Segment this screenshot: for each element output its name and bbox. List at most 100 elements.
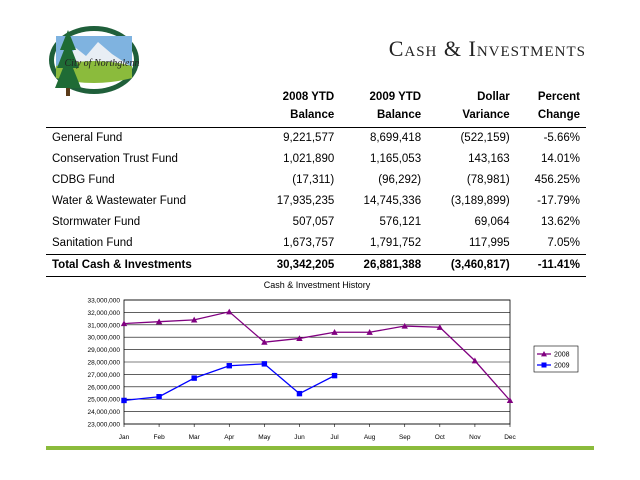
legend-label: 2008 xyxy=(554,352,570,359)
x-tick-label: Jan xyxy=(119,434,130,441)
table-row: Stormwater Fund 507,057 576,121 69,064 13.62… xyxy=(46,212,586,233)
total-value-cell: 26,881,388 xyxy=(340,254,428,277)
y-tick-label: 25,000,000 xyxy=(87,397,120,404)
fund-name-cell: Water & Wastewater Fund xyxy=(52,195,186,207)
financial-table: 2008 YTD Balance 2009 YTD Balance Dollar Vari… xyxy=(46,88,586,277)
data-point-2009 xyxy=(331,372,338,379)
data-point-2008 xyxy=(401,322,408,329)
y-tick-label: 27,000,000 xyxy=(87,372,120,379)
column-header xyxy=(46,88,254,128)
data-point-2008 xyxy=(296,335,303,342)
total-label-cell: Total Cash & Investments xyxy=(46,254,254,277)
x-tick-label: Feb xyxy=(153,434,165,441)
value-cell: (17,311) xyxy=(292,174,335,186)
x-tick-label: Mar xyxy=(189,434,201,441)
value-cell: 17,935,235 xyxy=(276,195,335,207)
cash-investment-history-chart: Cash & Investment History 23,000,000 24,00… xyxy=(87,280,579,441)
value-cell: 14.01% xyxy=(540,153,580,165)
column-header-line1: 2009 YTD xyxy=(369,91,422,103)
x-tick-label: Sep xyxy=(399,434,411,441)
y-tick-label: 28,000,000 xyxy=(87,360,120,367)
total-row: Total Cash & Investments 30,342,205 26,881… xyxy=(46,254,586,277)
table-row: Water & Wastewater Fund 17,935,235 14,745,… xyxy=(46,191,586,212)
column-header: Percent Change xyxy=(515,88,586,128)
fund-name-cell: Stormwater Fund xyxy=(52,216,141,228)
data-point-2008 xyxy=(190,316,198,323)
value-cell: 1,165,053 xyxy=(369,153,422,165)
value-cell: 9,221,577 xyxy=(283,132,335,144)
data-point-2009 xyxy=(156,394,162,400)
total-value-cell: (3,460,817) xyxy=(427,254,516,277)
value-cell: 1,673,757 xyxy=(283,237,335,249)
series-line-2008 xyxy=(123,311,511,401)
plot-area xyxy=(123,299,511,425)
table-row: Conservation Trust Fund 1,021,890 1,165,05… xyxy=(46,149,586,170)
value-cell: 143,163 xyxy=(468,153,510,165)
value-cell: 1,791,752 xyxy=(369,237,422,249)
total-value-cell: 30,342,205 xyxy=(253,254,341,277)
y-tick-label: 26,000,000 xyxy=(87,384,120,391)
value-cell: 576,121 xyxy=(379,216,422,228)
series-line-2009 xyxy=(123,363,335,402)
data-point-2009 xyxy=(226,363,232,369)
data-point-2009 xyxy=(261,361,268,367)
value-cell: 14,745,336 xyxy=(363,195,422,207)
value-cell: 507,057 xyxy=(292,216,335,228)
chart-title: Cash & Investment History xyxy=(264,280,371,290)
x-tick-label: Jul xyxy=(330,434,339,441)
legend-marker xyxy=(541,351,547,357)
value-cell: (522,159) xyxy=(460,132,510,144)
data-point-2009 xyxy=(121,397,127,404)
table-row: General Fund 9,221,577 8,699,418 (522,159) -… xyxy=(46,128,586,150)
legend-marker xyxy=(541,362,547,368)
x-tick-label: Oct xyxy=(435,434,445,441)
city-logo: City of Northglenn xyxy=(49,26,140,96)
x-tick-label: Jun xyxy=(294,434,305,441)
data-point-2009 xyxy=(191,375,197,381)
value-cell: (3,189,899) xyxy=(450,195,510,207)
value-cell: 13.62% xyxy=(540,216,580,228)
table-row: CDBG Fund (17,311) (96,292) (78,981) 456.25% xyxy=(46,170,586,191)
fund-name-cell: CDBG Fund xyxy=(52,174,115,186)
data-point-2008 xyxy=(261,338,268,345)
y-tick-label: 23,000,000 xyxy=(87,422,120,429)
legend-label: 2009 xyxy=(554,363,570,370)
column-header-line1: Percent xyxy=(537,91,580,103)
logo-text: City of Northglenn xyxy=(65,58,140,69)
x-tick-label: Aug xyxy=(364,434,376,441)
value-cell: -17.79% xyxy=(537,195,580,207)
data-point-2008 xyxy=(366,329,373,335)
fund-name-cell: Sanitation Fund xyxy=(52,237,133,249)
y-tick-label: 32,000,000 xyxy=(87,310,120,317)
x-tick-label: Apr xyxy=(224,434,235,441)
value-cell: 1,021,890 xyxy=(283,153,335,165)
legend-box xyxy=(533,345,579,373)
slide-title: Cash & Investments xyxy=(388,36,586,61)
column-header-line2: Balance xyxy=(290,109,335,121)
x-tick-label: May xyxy=(258,434,271,441)
value-cell: 8,699,418 xyxy=(369,132,422,144)
data-point-2008 xyxy=(226,308,233,315)
data-point-2008 xyxy=(155,318,163,325)
x-tick-label: Nov xyxy=(469,434,481,441)
column-header: 2008 YTD Balance xyxy=(253,88,341,128)
value-cell: (78,981) xyxy=(466,174,510,186)
column-header: Dollar Variance xyxy=(427,88,516,128)
x-tick-label: Dec xyxy=(504,434,516,441)
data-point-2008 xyxy=(436,324,444,330)
column-header: 2009 YTD Balance xyxy=(340,88,428,128)
y-tick-label: 31,000,000 xyxy=(87,322,120,329)
data-point-2008 xyxy=(506,397,514,404)
column-header-line1: Dollar xyxy=(477,91,510,103)
value-cell: 456.25% xyxy=(534,174,580,186)
y-tick-label: 29,000,000 xyxy=(87,347,120,354)
value-cell: 117,995 xyxy=(468,237,510,249)
column-header-line2: Balance xyxy=(377,109,422,121)
table-row: Sanitation Fund 1,673,757 1,791,752 117,995… xyxy=(46,233,586,255)
total-value-cell: -11.41% xyxy=(515,254,586,277)
fund-name-cell: Conservation Trust Fund xyxy=(52,153,178,165)
value-cell: -5.66% xyxy=(543,132,580,144)
fund-name-cell: General Fund xyxy=(52,132,123,144)
accent-bar xyxy=(46,446,594,450)
column-header-line1: 2008 YTD xyxy=(282,91,335,103)
